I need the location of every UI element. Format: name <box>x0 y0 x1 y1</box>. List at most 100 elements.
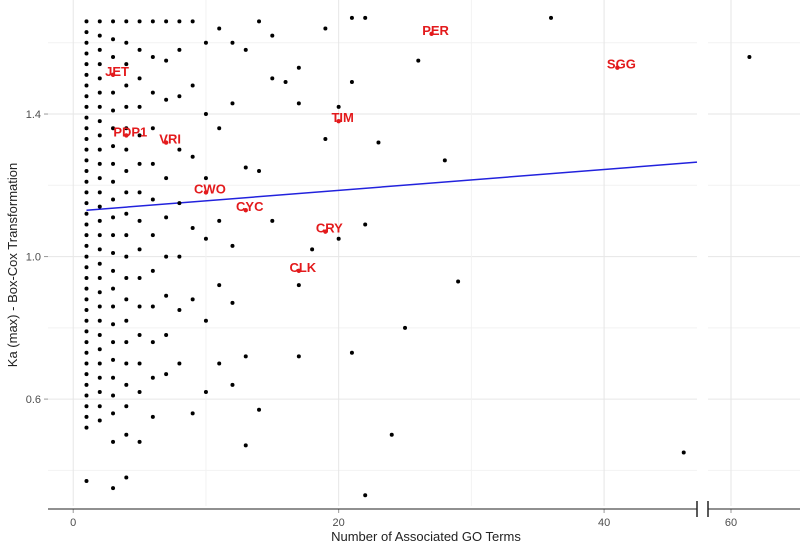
data-point <box>84 222 89 227</box>
data-point <box>177 147 182 152</box>
data-point <box>124 432 129 437</box>
data-point <box>177 19 182 24</box>
data-point <box>137 247 142 252</box>
data-point <box>84 40 89 45</box>
data-point <box>84 94 89 99</box>
data-point <box>84 19 89 24</box>
data-point <box>97 304 102 309</box>
data-point <box>97 375 102 380</box>
data-point <box>84 136 89 141</box>
data-point <box>230 101 235 106</box>
grid <box>48 0 800 506</box>
data-point <box>137 133 142 138</box>
data-point <box>84 340 89 345</box>
data-point <box>150 90 155 95</box>
data-point <box>84 414 89 419</box>
data-point <box>84 286 89 291</box>
data-point <box>124 104 129 109</box>
data-point <box>111 439 116 444</box>
data-point <box>150 233 155 238</box>
highlight-point-tim <box>336 118 341 124</box>
data-point <box>190 411 195 416</box>
tick-labels: 0.6 1.0 1.4 0 20 40 60 <box>26 109 737 529</box>
data-point <box>164 372 169 377</box>
highlight-point-pdp1 <box>124 133 129 138</box>
data-point <box>97 90 102 95</box>
data-point <box>97 233 102 238</box>
x-tick-label: 20 <box>333 517 345 529</box>
data-point <box>124 19 129 24</box>
data-point <box>111 340 116 345</box>
data-point <box>97 361 102 366</box>
data-point <box>97 347 102 352</box>
data-point <box>349 79 354 84</box>
data-point <box>137 332 142 337</box>
data-point <box>97 290 102 295</box>
data-point <box>164 176 169 181</box>
data-point <box>137 161 142 166</box>
data-point <box>230 40 235 45</box>
data-point <box>84 158 89 163</box>
data-point <box>137 304 142 309</box>
data-point <box>217 218 222 223</box>
data-point <box>137 275 142 280</box>
data-point <box>111 197 116 202</box>
data-point <box>137 190 142 195</box>
data-point <box>84 126 89 131</box>
gene-label-clk: CLK <box>289 260 316 275</box>
data-point <box>217 361 222 366</box>
data-point <box>150 161 155 166</box>
data-point <box>124 62 129 67</box>
data-point <box>296 354 301 359</box>
data-point <box>336 104 341 109</box>
trend-line-group <box>86 161 698 211</box>
data-point <box>124 254 129 259</box>
data-point <box>84 104 89 109</box>
highlight-point-cyc <box>243 208 248 213</box>
data-point <box>97 104 102 109</box>
data-point <box>190 297 195 302</box>
data-point <box>84 83 89 88</box>
data-point <box>150 197 155 202</box>
data-point <box>323 136 328 141</box>
data-point <box>124 126 129 131</box>
data-point <box>84 243 89 248</box>
data-point <box>243 165 248 170</box>
data-point <box>111 375 116 380</box>
data-point <box>97 261 102 266</box>
data-point <box>217 283 222 288</box>
data-point <box>111 322 116 327</box>
data-point <box>111 251 116 255</box>
data-point <box>84 265 89 270</box>
data-point <box>111 19 116 24</box>
data-point <box>111 486 116 491</box>
data-point <box>111 55 116 60</box>
data-point <box>137 47 142 52</box>
data-point <box>111 179 116 184</box>
highlight-point-sgg <box>615 65 620 70</box>
data-point <box>296 283 301 288</box>
data-point <box>177 94 182 99</box>
highlight-point-clk <box>296 268 302 274</box>
data-point <box>97 119 102 124</box>
data-point <box>97 76 102 81</box>
data-point <box>442 158 447 163</box>
data-point <box>164 58 169 63</box>
data-point <box>747 55 752 60</box>
data-point <box>97 332 102 337</box>
data-point <box>177 254 182 259</box>
data-point <box>111 304 116 309</box>
data-point <box>150 55 155 60</box>
data-point <box>97 133 102 138</box>
axes <box>44 113 800 517</box>
data-point <box>336 236 341 241</box>
data-point <box>243 443 248 448</box>
data-point <box>84 190 89 195</box>
data-point <box>283 79 288 84</box>
data-point <box>84 361 89 366</box>
data-point <box>84 62 89 67</box>
data-point <box>389 432 394 437</box>
data-point <box>97 62 102 67</box>
data-point <box>97 247 102 252</box>
